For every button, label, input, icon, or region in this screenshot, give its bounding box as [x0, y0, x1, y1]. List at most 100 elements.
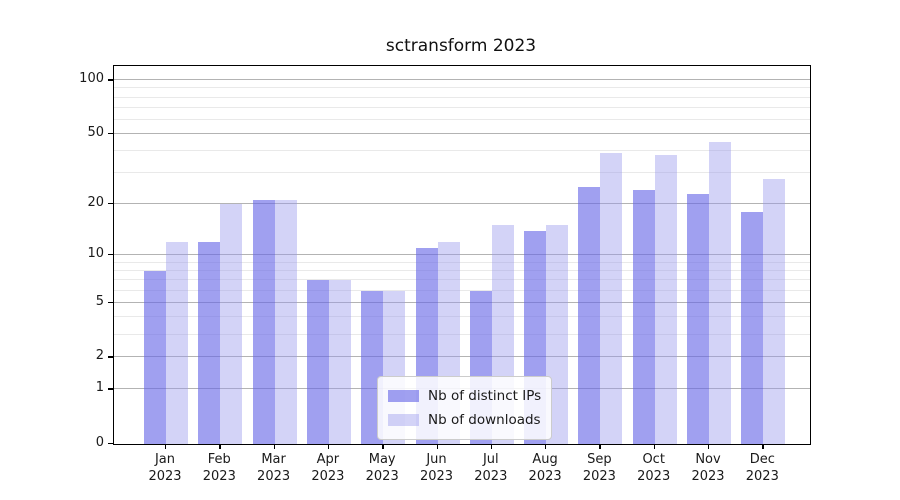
- bar-feb-downloads: [220, 204, 243, 444]
- x-tick-label-apr: Apr 2023: [300, 451, 356, 485]
- bar-oct-downloads: [654, 155, 677, 444]
- legend-label: Nb of downloads: [428, 412, 541, 428]
- minor-gridline: [114, 119, 810, 120]
- major-gridline: [114, 203, 810, 205]
- x-tick-label-jan: Jan 2023: [137, 451, 193, 485]
- bar-jan-downloads: [166, 241, 188, 444]
- bar-apr-ips: [306, 280, 329, 444]
- minor-gridline: [114, 289, 810, 291]
- year-label: 2023: [257, 469, 291, 484]
- minor-gridline: [114, 87, 810, 89]
- y-tick-label: 5: [95, 293, 104, 309]
- bar-mar-ips: [252, 200, 275, 444]
- bar-dec-ips: [741, 211, 764, 444]
- y-tick-mark: [108, 133, 113, 135]
- legend-swatch: [388, 414, 419, 426]
- x-tick-label-oct: Oct 2023: [626, 451, 682, 485]
- minor-gridline: [114, 172, 810, 174]
- year-label: 2023: [148, 469, 182, 484]
- month-label: Apr: [316, 452, 340, 467]
- year-label: 2023: [691, 469, 725, 484]
- bar-nov-downloads: [709, 142, 731, 444]
- bar-sep-downloads: [600, 153, 623, 444]
- x-tick-label-aug: Aug 2023: [517, 451, 573, 485]
- y-tick-label: 1: [95, 380, 104, 396]
- month-label: Jan: [154, 452, 176, 467]
- x-tick-mark: [490, 444, 493, 449]
- minor-gridline: [114, 107, 810, 109]
- major-gridline: [114, 79, 810, 81]
- minor-gridline: [114, 316, 810, 318]
- month-label: May: [368, 452, 396, 467]
- bar-sep-ips: [578, 187, 601, 444]
- month-label: Sep: [587, 452, 612, 467]
- y-tick-label: 2: [95, 348, 104, 364]
- month-label: Feb: [207, 452, 231, 467]
- x-tick-mark: [327, 444, 330, 449]
- x-tick-label-dec: Dec 2023: [734, 451, 790, 485]
- x-tick-label-jul: Jul 2023: [463, 451, 519, 485]
- legend: Nb of distinct IPs Nb of downloads: [377, 376, 553, 440]
- major-gridline: [114, 301, 810, 303]
- y-tick-mark: [108, 443, 113, 445]
- month-label: Oct: [642, 452, 665, 467]
- y-tick-mark: [108, 388, 113, 390]
- x-tick-label-feb: Feb 2023: [191, 451, 247, 485]
- y-tick-label: 50: [87, 125, 104, 141]
- x-tick-mark: [382, 444, 384, 449]
- y-tick-label: 20: [87, 195, 104, 211]
- x-tick-mark: [599, 444, 601, 449]
- plot-area: Nb of distinct IPs Nb of downloads: [113, 65, 811, 445]
- x-tick-label-may: May 2023: [354, 451, 410, 485]
- bar-mar-downloads: [274, 200, 297, 444]
- bar-apr-downloads: [328, 280, 351, 444]
- x-tick-mark: [219, 444, 221, 449]
- month-label: Dec: [749, 452, 775, 467]
- minor-gridline: [114, 333, 810, 335]
- year-label: 2023: [582, 469, 616, 484]
- year-label: 2023: [637, 469, 671, 484]
- bar-jan-ips: [144, 270, 166, 444]
- year-label: 2023: [745, 469, 779, 484]
- y-tick-label: 0: [95, 435, 104, 450]
- major-gridline: [114, 254, 810, 255]
- x-tick-label-mar: Mar 2023: [246, 451, 302, 485]
- major-gridline: [114, 133, 810, 135]
- y-tick-mark: [108, 356, 113, 358]
- minor-gridline: [114, 279, 810, 281]
- bar-oct-ips: [632, 190, 655, 444]
- legend-item: Nb of downloads: [388, 408, 541, 432]
- x-tick-mark: [708, 444, 710, 449]
- minor-gridline: [114, 96, 810, 98]
- year-label: 2023: [419, 469, 454, 484]
- year-label: 2023: [528, 469, 562, 484]
- minor-gridline: [114, 261, 810, 263]
- legend-item: Nb of distinct IPs: [388, 384, 541, 408]
- x-tick-label-nov: Nov 2023: [680, 451, 736, 485]
- legend-swatch: [388, 390, 419, 402]
- major-gridline: [114, 356, 810, 358]
- minor-gridline: [114, 150, 810, 152]
- y-tick-label: 100: [79, 71, 104, 87]
- month-label: Jul: [482, 452, 499, 467]
- x-tick-label-sep: Sep 2023: [571, 451, 627, 485]
- x-tick-mark: [436, 444, 438, 449]
- x-tick-mark: [545, 444, 547, 449]
- year-label: 2023: [311, 469, 345, 484]
- month-label: Aug: [532, 452, 558, 467]
- bar-nov-ips: [687, 193, 709, 444]
- bar-dec-downloads: [763, 178, 786, 444]
- y-tick-mark: [108, 301, 113, 304]
- month-label: Jun: [426, 452, 447, 467]
- x-tick-mark: [165, 444, 167, 449]
- y-tick-mark: [108, 254, 113, 256]
- x-tick-label-jun: Jun 2023: [409, 451, 465, 485]
- x-tick-mark: [762, 444, 764, 449]
- y-tick-label: 10: [87, 246, 104, 261]
- x-tick-mark: [273, 444, 275, 449]
- year-label: 2023: [202, 469, 236, 484]
- x-tick-mark: [653, 444, 656, 449]
- chart-title: sctransform 2023: [385, 36, 537, 56]
- minor-gridline: [114, 269, 810, 271]
